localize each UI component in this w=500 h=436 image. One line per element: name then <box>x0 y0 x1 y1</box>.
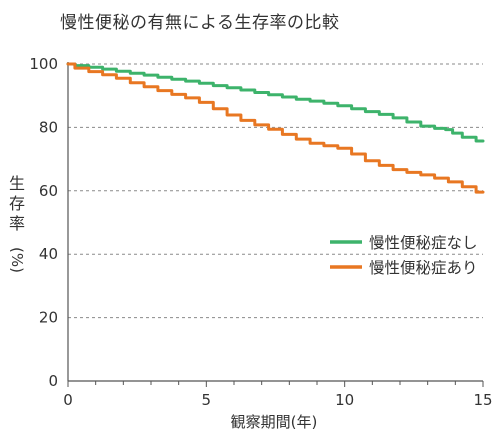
y-tick-label: 100 <box>29 55 58 73</box>
x-axis-label: 観察期間(年) <box>231 413 318 431</box>
x-tick-label: 0 <box>63 391 73 409</box>
y-axis-label-main: 生存率 <box>7 174 27 234</box>
grid-lines <box>68 63 483 319</box>
chart-title: 慢性便秘の有無による生存率の比較 <box>60 13 340 33</box>
x-tick-label: 5 <box>202 391 212 409</box>
y-axis-label-char: 存 <box>8 194 25 213</box>
y-axis-label-char: 率 <box>8 214 25 233</box>
y-tick-label: 60 <box>39 182 58 200</box>
y-axis-label-char: 生 <box>8 174 25 193</box>
series-line-2 <box>66 62 485 194</box>
legend-label-1: 慢性便秘症なし <box>369 234 478 252</box>
x-tick-label: 10 <box>335 391 354 409</box>
x-tick-labels: 0 5 10 15 <box>63 391 492 409</box>
series-line-1 <box>66 62 485 143</box>
y-axis-label-unit: (%) <box>8 247 26 273</box>
series-lines <box>66 62 485 194</box>
y-tick-label: 80 <box>39 118 58 136</box>
x-tick-label: 15 <box>473 391 492 409</box>
legend-label-2: 慢性便秘症あり <box>369 259 478 277</box>
y-tick-label: 40 <box>39 245 58 263</box>
y-tick-label: 0 <box>48 372 58 390</box>
y-axis-label: 生存率 (%) <box>7 174 27 284</box>
y-tick-labels: 0 20 40 60 80 100 <box>29 55 58 390</box>
y-tick-label: 20 <box>39 309 58 327</box>
axes <box>67 62 484 387</box>
